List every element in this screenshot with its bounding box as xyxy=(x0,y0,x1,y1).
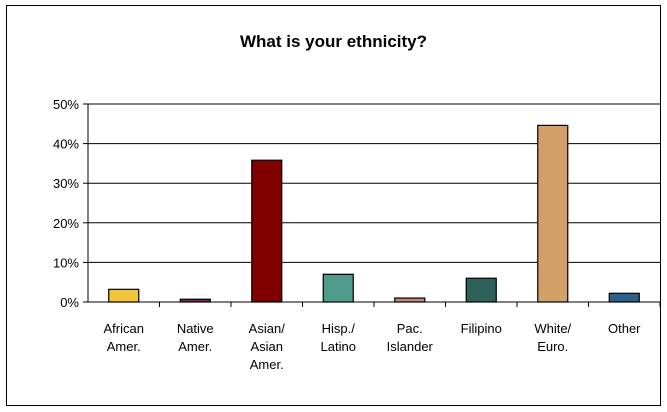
x-category-label: White/Euro. xyxy=(534,321,571,354)
x-category-label: Native Amer. xyxy=(177,321,214,354)
x-category-label: Hisp./Latino xyxy=(321,321,356,354)
bar xyxy=(179,298,211,303)
bar xyxy=(322,273,354,303)
bar xyxy=(465,277,497,303)
bar xyxy=(108,288,140,303)
bar xyxy=(537,124,569,303)
chart-title: What is your ethnicity? xyxy=(239,32,428,51)
axes xyxy=(83,103,661,307)
y-tick-label: 0% xyxy=(60,295,79,310)
x-category-label: Pac. Islander xyxy=(387,321,434,354)
y-tick-label: 10% xyxy=(53,255,79,270)
x-category-label: Asian/Asian Amer. xyxy=(249,321,286,372)
y-tick-label: 50% xyxy=(53,97,79,112)
bar xyxy=(251,159,283,303)
bars xyxy=(108,124,640,303)
y-tick-label: 30% xyxy=(53,176,79,191)
x-category-label: Filipino xyxy=(461,321,502,336)
y-tick-labels: 0% 10% 20% 30% 40% 50% xyxy=(53,97,79,310)
x-category-label: Other xyxy=(608,321,641,336)
gridlines xyxy=(88,103,660,263)
y-tick-label: 20% xyxy=(53,216,79,231)
y-tick-label: 40% xyxy=(53,137,79,152)
bar xyxy=(608,292,640,303)
bar xyxy=(394,297,426,303)
x-category-label: African Amer. xyxy=(104,321,144,354)
x-category-labels: African Amer. Native Amer. Asian/Asian Amer. H… xyxy=(104,321,642,372)
